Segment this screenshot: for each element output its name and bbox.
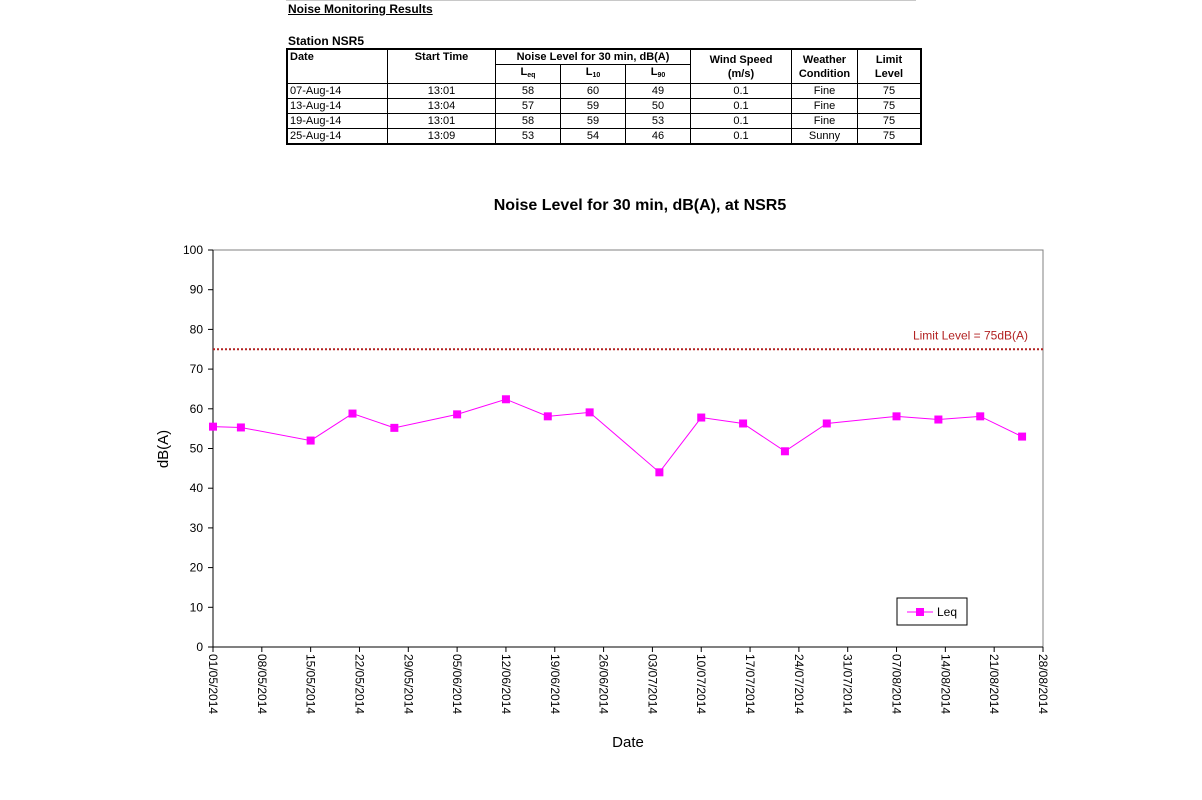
header-limit-line2: Level [874, 67, 904, 80]
table-cell-limit: 75 [857, 113, 922, 129]
table-cell-limit: 75 [857, 128, 922, 145]
data-point [780, 447, 789, 456]
data-point [209, 422, 217, 431]
data-point [348, 409, 357, 418]
data-point [1018, 432, 1027, 441]
header-weather-line1: Weather [802, 53, 847, 66]
y-tick-label: 90 [190, 283, 204, 297]
table-cell-wind: 0.1 [690, 128, 792, 145]
x-tick-label: 14/08/2014 [938, 654, 952, 714]
data-point [543, 412, 552, 421]
data-point [822, 419, 831, 428]
y-tick-label: 60 [190, 402, 204, 416]
table-cell-time: 13:01 [387, 113, 496, 129]
table-cell-leq: 58 [495, 113, 561, 129]
table-cell-date: 13-Aug-14 [286, 98, 388, 114]
x-tick-label: 17/07/2014 [743, 654, 757, 714]
y-tick-label: 70 [190, 362, 204, 376]
table-cell-weather: Sunny [791, 128, 858, 145]
data-point [453, 410, 462, 419]
y-tick-label: 20 [190, 561, 204, 575]
table-header-row: Date Start Time Noise Level for 30 min, … [286, 48, 922, 84]
header-start-time: Start Time [387, 48, 496, 84]
x-tick-label: 07/08/2014 [890, 654, 904, 714]
y-tick-label: 100 [183, 243, 203, 257]
data-point [892, 412, 901, 421]
table-cell-weather: Fine [791, 98, 858, 114]
table-cell-time: 13:09 [387, 128, 496, 145]
table-row: 19-Aug-14 13:01 58 59 53 0.1 Fine 75 [286, 113, 922, 129]
x-tick-label: 05/06/2014 [450, 654, 464, 714]
x-tick-label: 19/06/2014 [548, 654, 562, 714]
x-axis-label: Date [612, 734, 644, 751]
station-label: Station NSR5 [288, 34, 365, 48]
table-cell-weather: Fine [791, 113, 858, 129]
x-tick-label: 12/06/2014 [499, 654, 513, 714]
table-cell-wind: 0.1 [690, 113, 792, 129]
y-axis-label: dB(A) [155, 430, 172, 468]
report-title: Noise Monitoring Results [288, 2, 433, 16]
data-point [739, 419, 748, 428]
y-tick-label: 40 [190, 481, 204, 495]
table-cell-date: 25-Aug-14 [286, 128, 388, 145]
x-tick-label: 01/05/2014 [206, 654, 220, 714]
y-tick-label: 80 [190, 322, 204, 336]
x-tick-label: 31/07/2014 [841, 654, 855, 714]
x-tick-label: 22/05/2014 [352, 654, 366, 714]
x-tick-label: 28/08/2014 [1036, 654, 1050, 714]
y-tick-label: 10 [190, 600, 204, 614]
y-tick-label: 0 [196, 640, 203, 654]
top-rule [286, 0, 916, 1]
results-table: Date Start Time Noise Level for 30 min, … [286, 48, 922, 145]
table-cell-leq: 58 [495, 83, 561, 99]
table-row: 25-Aug-14 13:09 53 54 46 0.1 Sunny 75 [286, 128, 922, 145]
header-wind-line2: (m/s) [727, 67, 755, 80]
x-tick-label: 21/08/2014 [987, 654, 1001, 714]
x-tick-label: 15/05/2014 [304, 654, 318, 714]
y-tick-label: 30 [190, 521, 204, 535]
x-tick-label: 08/05/2014 [255, 654, 269, 714]
x-tick-label: 03/07/2014 [645, 654, 659, 714]
limit-line-label: Limit Level = 75dB(A) [913, 328, 1028, 342]
x-tick-label: 29/05/2014 [401, 654, 415, 714]
table-cell-limit: 75 [857, 83, 922, 99]
header-wind-line1: Wind Speed [709, 53, 773, 66]
data-point [306, 436, 315, 445]
data-point [236, 423, 245, 432]
table-row: 07-Aug-14 13:01 58 60 49 0.1 Fine 75 [286, 83, 922, 99]
chart-title: Noise Level for 30 min, dB(A), at NSR5 [494, 197, 787, 214]
header-weather-line2: Condition [798, 67, 851, 80]
series-line-leq [212, 398, 1023, 474]
x-tick-label: 24/07/2014 [792, 654, 806, 714]
plot-area [212, 249, 1044, 648]
data-point [501, 395, 510, 404]
legend-label: Leq [937, 605, 957, 619]
x-tick-label: 10/07/2014 [694, 654, 708, 714]
legend-swatch-marker [916, 608, 924, 616]
x-tick-label: 26/06/2014 [597, 654, 611, 714]
data-point [390, 423, 399, 432]
table-cell-weather: Fine [791, 83, 858, 99]
data-point [976, 412, 985, 421]
data-point [655, 468, 664, 477]
y-tick-label: 50 [190, 442, 204, 456]
data-point [697, 413, 706, 422]
table-body: 07-Aug-14 13:01 58 60 49 0.1 Fine 75 13-Aug-14 13… [286, 83, 922, 145]
table-subheader-row: Leq L10 L90 [287, 64, 921, 84]
table-cell-l10: 59 [560, 113, 626, 129]
header-limit-line1: Limit [875, 53, 903, 66]
table-cell-l90: 46 [625, 128, 691, 145]
table-cell-date: 19-Aug-14 [286, 113, 388, 129]
data-point [934, 415, 943, 424]
header-wind-speed: Wind Speed (m/s) [690, 48, 792, 84]
data-point [585, 408, 594, 417]
